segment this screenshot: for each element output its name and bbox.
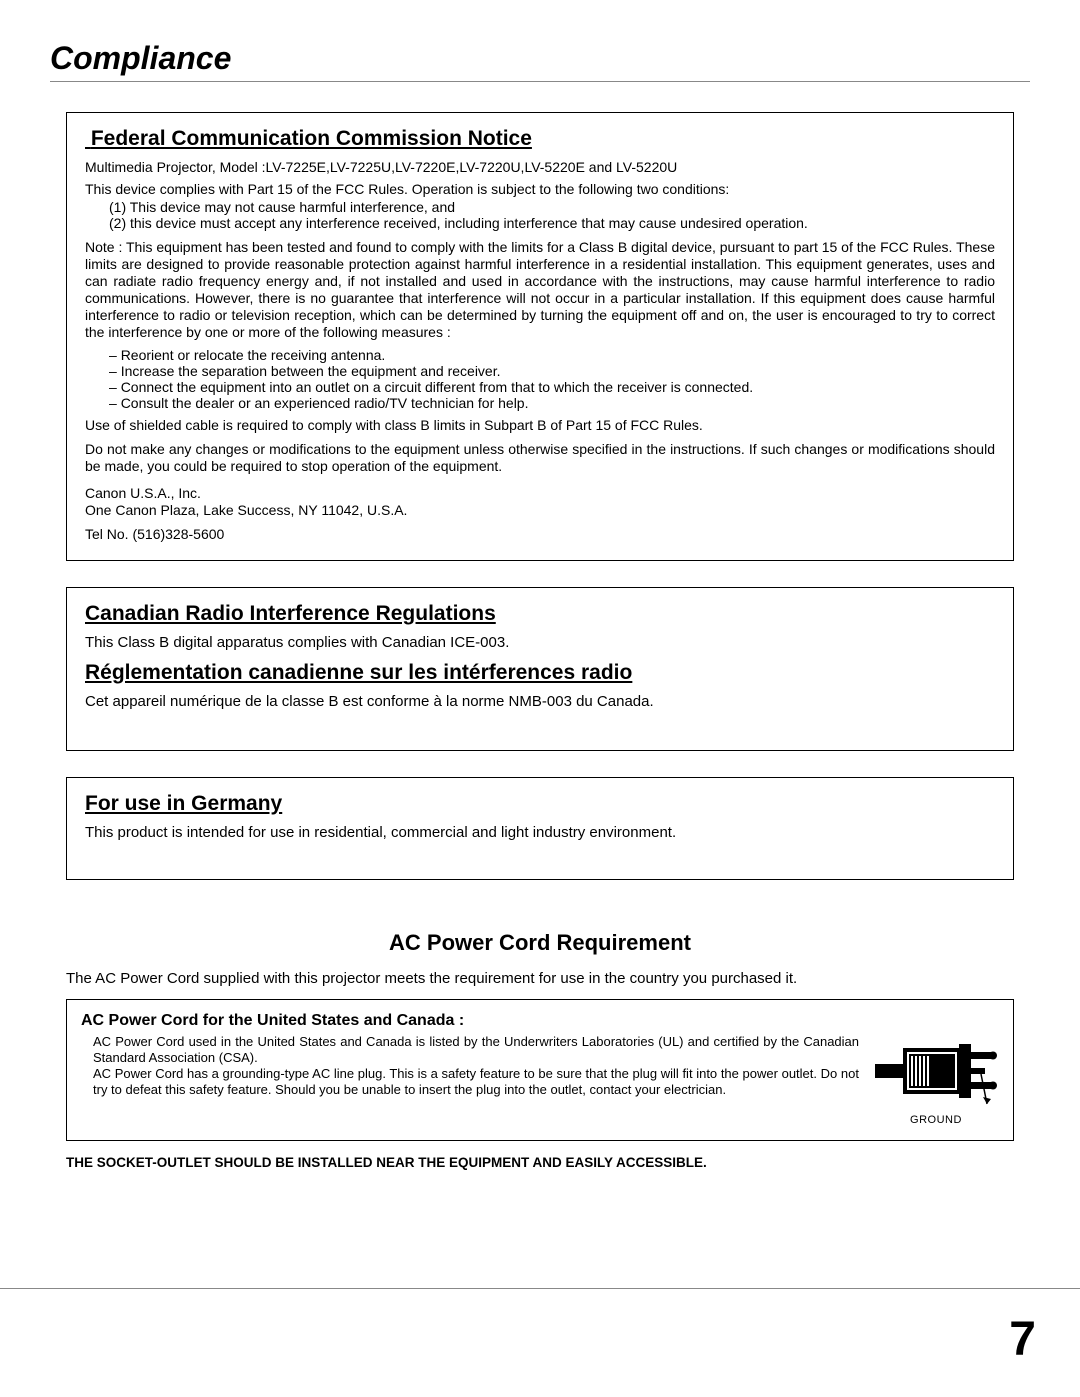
fcc-address-line: Canon U.S.A., Inc. xyxy=(85,485,995,503)
fcc-telephone: Tel No. (516)328-5600 xyxy=(85,526,995,542)
fcc-note: Note : This equipment has been tested an… xyxy=(85,239,995,341)
germany-heading: For use in Germany xyxy=(85,792,995,816)
canada-heading-en: Canadian Radio Interference Regulations xyxy=(85,602,995,626)
ac-text: AC Power Cord used in the United States … xyxy=(81,1034,859,1099)
fcc-measure-item: Increase the separation between the equi… xyxy=(109,363,995,379)
germany-box: For use in Germany This product is inten… xyxy=(66,777,1014,880)
ac-cord-box: AC Power Cord for the United States and … xyxy=(66,999,1014,1141)
canada-heading-fr: Réglementation canadienne sur les intérf… xyxy=(85,661,995,685)
fcc-condition-1: (1) This device may not cause harmful in… xyxy=(85,199,995,215)
fcc-no-changes: Do not make any changes or modifications… xyxy=(85,441,995,475)
fcc-heading: Federal Communication Commission Notice xyxy=(85,127,995,151)
ac-intro: The AC Power Cord supplied with this pro… xyxy=(66,970,1014,987)
fcc-measure-item: Reorient or relocate the receiving anten… xyxy=(109,347,995,363)
fcc-measure-item: Consult the dealer or an experienced rad… xyxy=(109,395,995,411)
fcc-intro: This device complies with Part 15 of the… xyxy=(85,181,995,197)
fcc-condition-2: (2) this device must accept any interfer… xyxy=(85,215,995,231)
fcc-notice-box: Federal Communication Commission Notice … xyxy=(66,112,1014,561)
footer-divider xyxy=(0,1288,1080,1289)
fcc-measure-item: Connect the equipment into an outlet on … xyxy=(109,379,995,395)
ground-label: GROUND xyxy=(873,1114,999,1126)
ac-subheading: AC Power Cord for the United States and … xyxy=(81,1012,999,1030)
canada-box: Canadian Radio Interference Regulations … xyxy=(66,587,1014,751)
page-title: Compliance xyxy=(50,40,1030,77)
ac-title: AC Power Cord Requirement xyxy=(50,930,1030,956)
plug-icon xyxy=(873,1034,999,1112)
fcc-shielded-cable: Use of shielded cable is required to com… xyxy=(85,417,995,434)
canada-body-en: This Class B digital apparatus complies … xyxy=(85,634,995,651)
ac-paragraph: AC Power Cord used in the United States … xyxy=(93,1034,859,1067)
fcc-models: Multimedia Projector, Model :LV-7225E,LV… xyxy=(85,159,995,175)
canada-body-fr: Cet appareil numérique de la classe B es… xyxy=(85,693,995,710)
germany-body: This product is intended for use in resi… xyxy=(85,824,995,841)
plug-figure: GROUND xyxy=(873,1034,999,1126)
title-divider xyxy=(50,81,1030,82)
fcc-measures-list: Reorient or relocate the receiving anten… xyxy=(85,347,995,411)
ac-paragraph: AC Power Cord has a grounding-type AC li… xyxy=(93,1066,859,1099)
fcc-address-line: One Canon Plaza, Lake Success, NY 11042,… xyxy=(85,502,995,520)
page-number: 7 xyxy=(1009,1312,1036,1367)
socket-warning: THE SOCKET-OUTLET SHOULD BE INSTALLED NE… xyxy=(66,1155,1014,1170)
fcc-address: Canon U.S.A., Inc. One Canon Plaza, Lake… xyxy=(85,485,995,520)
